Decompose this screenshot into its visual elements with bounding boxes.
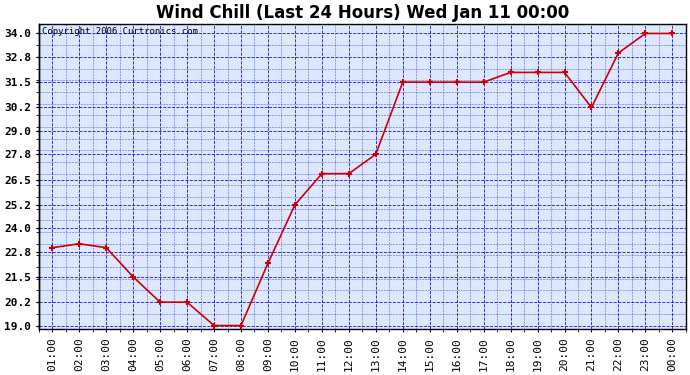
Title: Wind Chill (Last 24 Hours) Wed Jan 11 00:00: Wind Chill (Last 24 Hours) Wed Jan 11 00… [156,4,569,22]
Text: Copyright 2006 Curtronics.com: Copyright 2006 Curtronics.com [42,27,198,36]
